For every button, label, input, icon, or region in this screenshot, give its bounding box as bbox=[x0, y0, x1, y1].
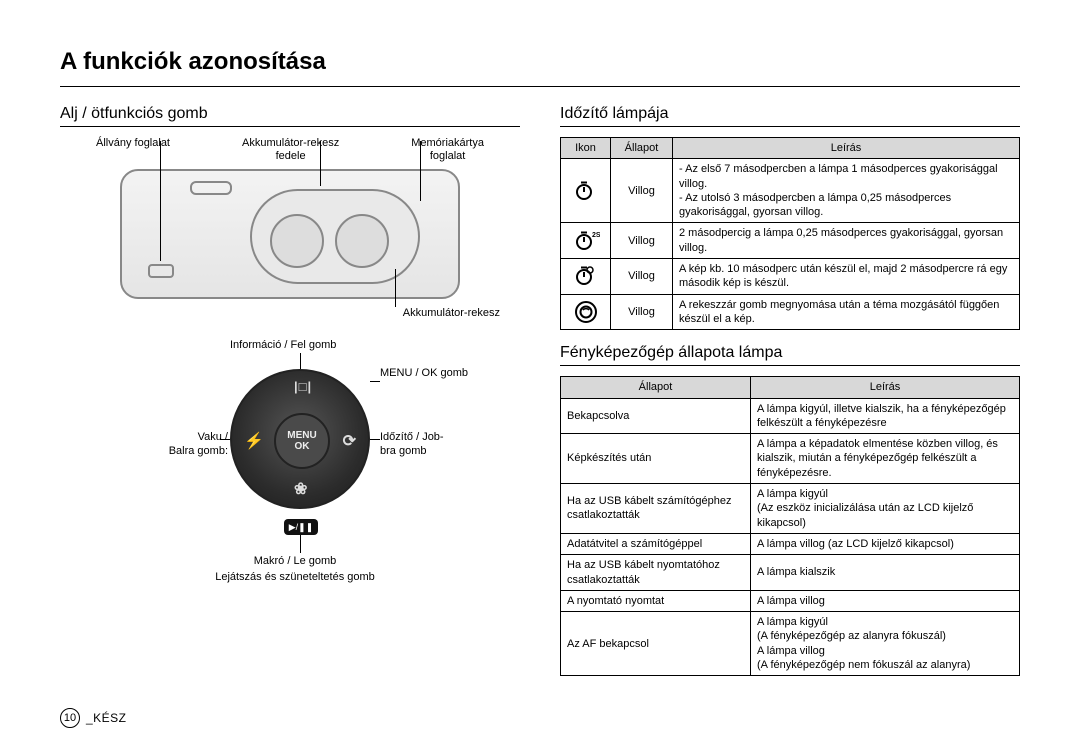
right-column: Időzítő lámpája Ikon Állapot Leírás Vill… bbox=[560, 105, 1020, 676]
desc-cell: A rekeszzár gomb megnyomása után a téma … bbox=[673, 294, 1020, 330]
th-state: Állapot bbox=[611, 138, 673, 159]
table-row: 2S Villog2 másodpercig a lámpa 0,25 másod… bbox=[561, 223, 1020, 259]
table-row: VillogA kép kb. 10 másodperc után készül… bbox=[561, 259, 1020, 295]
page-number: 10 bbox=[60, 708, 80, 728]
camera-cavity-left bbox=[270, 214, 324, 268]
dial-center-ok: OK bbox=[295, 441, 310, 452]
label-timer-right: Időzítő / Job- bra gomb bbox=[380, 431, 444, 459]
svg-text:2S: 2S bbox=[592, 232, 600, 239]
timer-icon-cell bbox=[561, 294, 611, 330]
macro-icon: ❀ bbox=[294, 479, 307, 499]
state-cell: Bekapcsolva bbox=[561, 398, 751, 434]
camera-tripod-socket bbox=[148, 264, 174, 278]
label-tripod-socket: Állvány foglalat bbox=[96, 137, 170, 163]
desc-cell: A lámpa kigyúl (Az eszköz inicializálása… bbox=[751, 484, 1020, 534]
dial-center-menu: MENU bbox=[287, 430, 316, 441]
table-row: Adatátvitel a számítógéppelA lámpa villo… bbox=[561, 533, 1020, 554]
desc-cell: A lámpa kigyúl (A fényképezőgép az alany… bbox=[751, 612, 1020, 676]
label-play-pause: Lejátszás és szüneteltetés gomb bbox=[190, 571, 400, 585]
label-battery-cover: Akkumulátor-rekesz fedele bbox=[242, 137, 339, 163]
desc-cell: A lámpa kialszik bbox=[751, 555, 1020, 591]
label-menu-ok: MENU / OK gomb bbox=[380, 367, 468, 381]
table-row: A nyomtató nyomtatA lámpa villog bbox=[561, 590, 1020, 611]
state-cell: A nyomtató nyomtat bbox=[561, 590, 751, 611]
leader-line bbox=[300, 353, 301, 369]
desc-cell: A lámpa kigyúl, illetve kialszik, ha a f… bbox=[751, 398, 1020, 434]
leader-line bbox=[300, 535, 301, 553]
label-info-up: Információ / Fel gomb bbox=[230, 339, 336, 353]
desc-cell: A kép kb. 10 másodperc után készül el, m… bbox=[673, 259, 1020, 295]
five-way-dial: |□| ⚡ ⟳ ❀ MENU OK bbox=[230, 369, 370, 509]
camera-bottom-diagram bbox=[120, 169, 460, 299]
th-desc: Leírás bbox=[751, 377, 1020, 398]
state-cell: Ha az USB kábelt számítógéphez csatlakoz… bbox=[561, 484, 751, 534]
desc-cell: A lámpa villog (az LCD kijelző kikapcsol… bbox=[751, 533, 1020, 554]
desc-cell: - Az első 7 másodpercben a lámpa 1 másod… bbox=[673, 159, 1020, 223]
heading-status-lamp: Fényképezőgép állapota lámpa bbox=[560, 344, 1020, 366]
table-row: Az AF bekapcsolA lámpa kigyúl (A fénykép… bbox=[561, 612, 1020, 676]
state-cell: Villog bbox=[611, 159, 673, 223]
timer-icon-cell bbox=[561, 259, 611, 295]
label-battery-compartment: Akkumulátor-rekesz bbox=[60, 307, 520, 319]
leader-line bbox=[395, 269, 396, 307]
th-desc: Leírás bbox=[673, 138, 1020, 159]
page-title: A funkciók azonosítása bbox=[60, 48, 1020, 76]
title-underline bbox=[60, 86, 1020, 87]
state-cell: Képkészítés után bbox=[561, 434, 751, 484]
page-footer: 10 _KÉSZ bbox=[60, 708, 127, 728]
th-icon: Ikon bbox=[561, 138, 611, 159]
table-row: Ha az USB kábelt nyomtatóhoz csatlakozta… bbox=[561, 555, 1020, 591]
table-row: BekapcsolvaA lámpa kigyúl, illetve kials… bbox=[561, 398, 1020, 434]
dial-center-button: MENU OK bbox=[274, 413, 330, 469]
leader-line bbox=[320, 141, 321, 186]
desc-cell: A lámpa villog bbox=[751, 590, 1020, 611]
footer-section-label: _KÉSZ bbox=[86, 711, 127, 725]
timer-icon-cell: 2S bbox=[561, 223, 611, 259]
label-memory-card-slot: Memóriakártya foglalat bbox=[411, 137, 484, 163]
label-flash-left: Vaku / Balra gomb: bbox=[148, 431, 228, 459]
five-way-dial-block: Információ / Fel gomb MENU / OK gomb Vak… bbox=[110, 339, 470, 599]
status-lamp-table: Állapot Leírás BekapcsolvaA lámpa kigyúl… bbox=[560, 376, 1020, 676]
desc-cell: A lámpa a képadatok elmentése közben vil… bbox=[751, 434, 1020, 484]
state-cell: Ha az USB kábelt nyomtatóhoz csatlakozta… bbox=[561, 555, 751, 591]
th-state: Állapot bbox=[561, 377, 751, 398]
table-row: Ha az USB kábelt számítógéphez csatlakoz… bbox=[561, 484, 1020, 534]
leader-line bbox=[370, 381, 380, 382]
leader-line bbox=[370, 439, 380, 440]
play-pause-icon: ▶/❚❚ bbox=[284, 519, 318, 535]
timer-lamp-table: Ikon Állapot Leírás Villog- Az első 7 má… bbox=[560, 137, 1020, 330]
flash-icon: ⚡ bbox=[244, 431, 264, 451]
label-macro-down: Makró / Le gomb bbox=[240, 555, 350, 569]
timer-icon: ⟳ bbox=[343, 431, 356, 451]
left-heading: Alj / ötfunkciós gomb bbox=[60, 105, 520, 127]
heading-timer-lamp: Időzítő lámpája bbox=[560, 105, 1020, 127]
timer-icon-cell bbox=[561, 159, 611, 223]
leader-line bbox=[420, 141, 421, 201]
desc-cell: 2 másodpercig a lámpa 0,25 másodperces g… bbox=[673, 223, 1020, 259]
two-column-layout: Alj / ötfunkciós gomb Állvány foglalat A… bbox=[60, 105, 1020, 676]
camera-cavity-right bbox=[335, 214, 389, 268]
left-column: Alj / ötfunkciós gomb Állvány foglalat A… bbox=[60, 105, 520, 676]
camera-top-labels: Állvány foglalat Akkumulátor-rekesz fede… bbox=[60, 137, 520, 163]
state-cell: Villog bbox=[611, 259, 673, 295]
camera-latch bbox=[190, 181, 232, 195]
state-cell: Az AF bekapcsol bbox=[561, 612, 751, 676]
info-icon: |□| bbox=[294, 379, 312, 394]
state-cell: Villog bbox=[611, 294, 673, 330]
table-row: Képkészítés utánA lámpa a képadatok elme… bbox=[561, 434, 1020, 484]
state-cell: Villog bbox=[611, 223, 673, 259]
table-row: Villog- Az első 7 másodpercben a lámpa 1… bbox=[561, 159, 1020, 223]
state-cell: Adatátvitel a számítógéppel bbox=[561, 533, 751, 554]
leader-line bbox=[220, 439, 230, 440]
leader-line bbox=[160, 141, 161, 261]
table-row: VillogA rekeszzár gomb megnyomása után a… bbox=[561, 294, 1020, 330]
